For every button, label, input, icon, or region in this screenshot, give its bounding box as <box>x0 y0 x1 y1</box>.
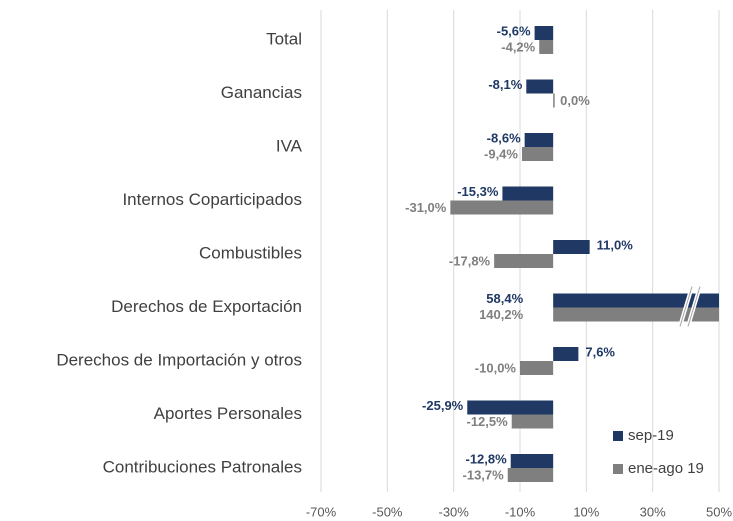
x-tick-label: -10% <box>505 504 536 519</box>
bar <box>521 147 554 161</box>
bar <box>507 468 554 482</box>
category-label: Aportes Personales <box>154 404 302 423</box>
value-label: -9,4% <box>484 146 518 161</box>
bar <box>494 254 554 268</box>
category-label: Total <box>266 29 302 48</box>
x-tick-label: 30% <box>640 504 666 519</box>
bar <box>539 40 554 54</box>
value-label: -8,1% <box>488 77 522 92</box>
legend-label: ene-ago 19 <box>628 460 704 477</box>
value-label: -13,7% <box>463 467 505 482</box>
axis-break <box>679 286 693 327</box>
overlay: -70% -50% -30% -10% 10% 30% 50% Total -5,6%-4,2%… <box>56 23 732 519</box>
category-label: Derechos de Exportación <box>111 297 302 316</box>
legend-label: sep-19 <box>628 427 674 444</box>
x-tick-label: -30% <box>438 504 469 519</box>
x-tick-label: 10% <box>573 504 599 519</box>
legend-swatch <box>613 464 623 474</box>
bar <box>502 186 554 201</box>
value-label: -5,6% <box>497 23 531 38</box>
category-label: IVA <box>276 136 303 155</box>
category-label: Combustibles <box>199 243 302 262</box>
value-label: 140,2% <box>479 307 524 322</box>
value-label: -25,9% <box>422 398 464 413</box>
axis-break <box>687 286 701 327</box>
category-label: Derechos de Importación y otros <box>56 350 302 369</box>
bar <box>526 79 554 94</box>
value-label: 58,4% <box>486 291 523 306</box>
x-tick-label: -70% <box>306 504 337 519</box>
value-label: -8,6% <box>487 130 521 145</box>
value-label: -17,8% <box>449 253 491 268</box>
bar <box>553 240 590 254</box>
value-label: 0,0% <box>560 93 590 108</box>
bar <box>467 400 554 415</box>
legend-swatch <box>613 431 623 441</box>
category-label: Ganancias <box>221 83 302 102</box>
value-label: 7,6% <box>585 344 615 359</box>
x-tick-label: -50% <box>372 504 403 519</box>
bar <box>534 26 554 40</box>
bar <box>450 200 554 215</box>
value-label: -10,0% <box>475 360 517 375</box>
value-label: -31,0% <box>405 200 447 215</box>
value-label: -15,3% <box>457 184 499 199</box>
category-label: Contribuciones Patronales <box>103 457 302 476</box>
value-label: 11,0% <box>597 237 634 252</box>
bar <box>553 347 579 361</box>
bar <box>553 93 555 108</box>
bar <box>553 307 719 322</box>
x-tick-label: 50% <box>706 504 732 519</box>
bar <box>510 454 554 468</box>
bar <box>511 414 554 429</box>
bar <box>553 293 719 308</box>
value-label: -4,2% <box>501 39 535 54</box>
bars <box>450 26 719 482</box>
bar <box>524 133 554 147</box>
bar <box>520 361 554 375</box>
category-label: Internos Coparticipados <box>122 190 302 209</box>
value-label: -12,5% <box>467 414 509 429</box>
value-label: -12,8% <box>466 451 508 466</box>
